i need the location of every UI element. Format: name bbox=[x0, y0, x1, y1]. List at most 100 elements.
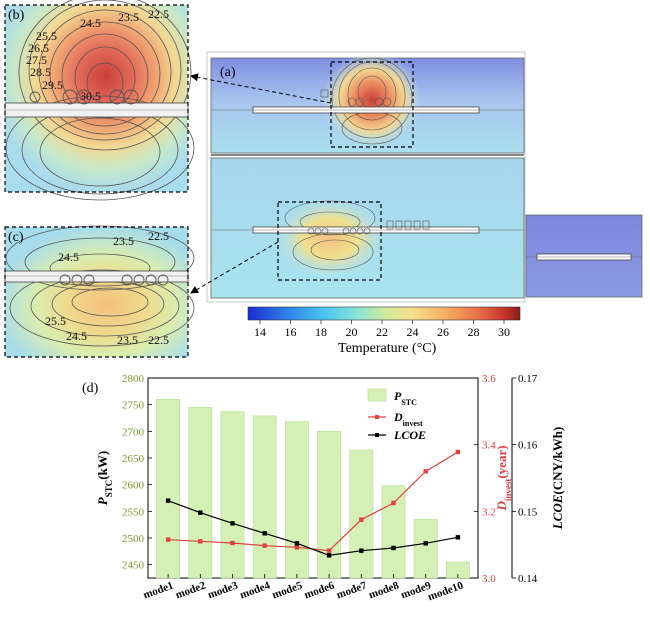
point-dinvest-10 bbox=[455, 449, 461, 455]
zoom-b-label-28-5: 28.5 bbox=[30, 65, 51, 79]
point-dinvest-5 bbox=[294, 545, 300, 550]
zoom-b-label-26-5: 26.5 bbox=[28, 41, 49, 55]
colorbar-tick-label: 26 bbox=[437, 325, 449, 339]
x-tick-label: mode3 bbox=[206, 579, 240, 601]
x-tick-label: mode5 bbox=[271, 579, 305, 601]
point-dinvest-3 bbox=[230, 540, 235, 546]
point-lcoe-6 bbox=[326, 553, 332, 558]
point-dinvest-1 bbox=[165, 537, 171, 542]
left-tick-label: 2700 bbox=[122, 426, 145, 438]
colorbar-tick-label: 20 bbox=[346, 325, 358, 339]
point-lcoe-9 bbox=[423, 541, 428, 546]
plot-frame bbox=[147, 377, 479, 579]
zoom-c-pipe-circles bbox=[59, 274, 169, 286]
colorbar-tick-label: 14 bbox=[254, 325, 266, 339]
bar-pstc-1 bbox=[156, 399, 180, 579]
x-tick-label: mode8 bbox=[367, 579, 401, 601]
right1-axis-title: Dinvest(year) bbox=[494, 445, 513, 511]
point-dinvest-4 bbox=[262, 543, 267, 548]
bar-pstc-4 bbox=[252, 415, 277, 579]
right2-tick-label: 0.14 bbox=[518, 573, 538, 585]
point-dinvest-9 bbox=[423, 469, 428, 474]
main-upper-isotherms bbox=[331, 57, 413, 145]
zoom-b-pipe-circles bbox=[29, 89, 139, 105]
line-series bbox=[165, 449, 461, 558]
x-tick-label: mode10 bbox=[426, 579, 465, 603]
legend-label-pstc: PSTC bbox=[394, 389, 417, 407]
right1-tick-label: 3.0 bbox=[482, 573, 496, 585]
x-tick-label: mode6 bbox=[303, 579, 337, 601]
point-lcoe-1 bbox=[165, 498, 171, 503]
zoom-b-label-30-5: 30.5 bbox=[80, 89, 101, 103]
zoom-b-label-23-5: 23.5 bbox=[118, 10, 139, 24]
line-lcoe bbox=[167, 500, 459, 556]
zoom-panel-c: 23.5 22.5 24.5 25.5 24.5 23.5 22.5 (c) bbox=[4, 225, 195, 358]
zoom-c-label-24-5-bottom: 24.5 bbox=[66, 329, 87, 343]
zoom-c-label-25-5: 25.5 bbox=[45, 314, 66, 328]
zoom-c-label-23-5: 23.5 bbox=[113, 234, 134, 248]
right1-tick-label: 3.2 bbox=[482, 506, 496, 518]
legend-swatch-pstc bbox=[367, 388, 387, 402]
point-dinvest-8 bbox=[391, 500, 396, 506]
bar-pstc-2 bbox=[188, 407, 213, 579]
right2-tick-label: 0.17 bbox=[518, 373, 538, 385]
zoom-b-label-27-5: 27.5 bbox=[26, 53, 47, 67]
zoom-panel-b: 22.5 23.5 24.5 25.5 26.5 27.5 28.5 29.5 … bbox=[4, 0, 195, 201]
main-panel-a: (a) bbox=[190, 51, 643, 303]
x-tick-label: mode7 bbox=[335, 579, 369, 601]
colorbar-tick-label: 16 bbox=[285, 325, 297, 339]
zoom-c-label-23-5-bottom: 23.5 bbox=[117, 333, 138, 347]
point-dinvest-7 bbox=[359, 517, 364, 522]
legend-label-lcoe: LCOE bbox=[393, 428, 426, 442]
x-tick-label: mode1 bbox=[142, 580, 175, 602]
left-tick-label: 2800 bbox=[122, 373, 145, 385]
zoom-b-label-22-5: 22.5 bbox=[148, 7, 169, 21]
point-lcoe-4 bbox=[262, 531, 267, 536]
bar-pstc-5 bbox=[285, 421, 309, 579]
zoom-b-label-24-5: 24.5 bbox=[80, 16, 101, 30]
left-axis-title: PSTC(kW) bbox=[95, 451, 114, 505]
bar-pstc-9 bbox=[413, 519, 438, 579]
right2-tick-label: 0.15 bbox=[518, 506, 538, 518]
zoom-c-label-24-5-top: 24.5 bbox=[58, 250, 79, 264]
bar-pstc-8 bbox=[381, 485, 406, 579]
colorbar-label: Temperature (°C) bbox=[338, 341, 437, 356]
colorbar-tick-label: 22 bbox=[376, 325, 388, 339]
colorbar-tick-label: 18 bbox=[315, 325, 327, 339]
colorbar-tick-label: 24 bbox=[407, 325, 419, 339]
left-tick-label: 2450 bbox=[122, 560, 145, 572]
chart-panel-d: (d) 2450 2500 2550 2600 2650 2700 2750 2800 3.0 3… bbox=[82, 373, 565, 603]
panel-label-b: (b) bbox=[8, 8, 25, 23]
colorbar: 14 16 18 20 22 24 26 28 30 Temperature (°C) bbox=[247, 306, 521, 356]
legend-label-dinvest: Dinvest bbox=[393, 410, 423, 428]
legend-marker-dinvest bbox=[375, 415, 379, 419]
left-tick-label: 2500 bbox=[122, 533, 145, 545]
point-dinvest-6 bbox=[326, 548, 332, 553]
point-lcoe-10 bbox=[455, 535, 461, 540]
panel-label-c: (c) bbox=[8, 230, 24, 245]
bar-pstc-3 bbox=[220, 411, 245, 579]
legend-marker-lcoe bbox=[375, 433, 379, 437]
left-tick-label: 2650 bbox=[122, 453, 145, 465]
point-lcoe-2 bbox=[198, 510, 203, 515]
bar-series bbox=[156, 399, 470, 579]
right2-tick-label: 0.16 bbox=[518, 440, 538, 452]
arrow-to-b bbox=[190, 73, 332, 104]
x-tick-label: mode2 bbox=[174, 579, 208, 601]
x-tick-label: mode4 bbox=[238, 579, 272, 601]
bar-pstc-7 bbox=[349, 449, 374, 579]
point-lcoe-8 bbox=[391, 545, 396, 551]
zoom-b-label-29-5: 29.5 bbox=[42, 78, 63, 92]
left-tick-label: 2550 bbox=[122, 506, 145, 518]
colorbar-ticks: 14 16 18 20 22 24 26 28 30 bbox=[254, 320, 510, 339]
panel-label-d: (d) bbox=[82, 381, 99, 396]
colorbar-tick-label: 28 bbox=[468, 325, 480, 339]
left-tick-label: 2750 bbox=[122, 400, 145, 412]
point-lcoe-5 bbox=[294, 541, 300, 546]
zoom-c-label-22-5-bottom: 22.5 bbox=[148, 333, 169, 347]
right2-axis-title: LCOE(CNY/kWh) bbox=[550, 427, 565, 531]
zoom-c-label-22-5-top: 22.5 bbox=[148, 229, 169, 243]
arrow-to-c bbox=[190, 241, 279, 294]
